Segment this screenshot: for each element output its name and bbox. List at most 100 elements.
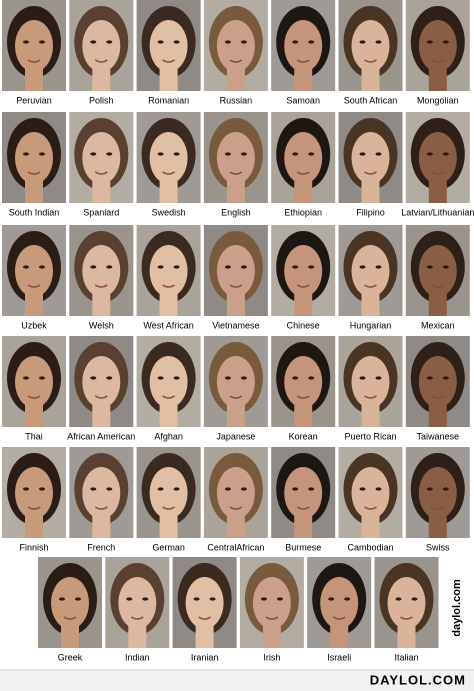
eye [23,40,29,44]
eye [157,376,164,380]
face [82,356,121,408]
mouth [431,395,445,399]
face-card: Japanese [203,336,268,441]
face-card: Ethiopian [271,112,336,217]
nationality-label: Finnish [19,542,48,552]
mouth [162,506,176,510]
neck [361,293,380,316]
face [15,356,53,408]
face-card: Romanian [136,0,201,105]
face-grid: Peruvian Polish Romanian Russian Samoan South… [2,0,474,662]
mouth [94,395,108,399]
eye [344,597,351,601]
nationality-label: Spaniard [83,207,119,217]
face-card: Spaniard [69,112,134,217]
neck [361,180,380,203]
face [351,356,390,408]
nationality-label: Latvian/Lithuanian [401,207,474,217]
eye [157,40,164,44]
eye [442,376,449,380]
mouth [332,616,346,620]
neck [159,404,178,427]
face [418,467,457,519]
mouth [296,171,310,175]
face [320,577,359,629]
nationality-label: West African [143,320,193,330]
eye [308,376,315,380]
neck [361,68,380,91]
neck [92,515,111,538]
eye [106,152,113,156]
neck [25,515,43,538]
mouth [265,616,279,620]
eye [173,152,180,156]
neck [25,180,43,203]
face-card: Mexican [405,225,470,330]
mouth [229,59,243,63]
eye [240,487,247,491]
eye [359,40,366,44]
eye [173,376,180,380]
eye [308,40,315,44]
watermark: daylol.com [451,579,463,637]
eye [426,376,433,380]
eye [375,152,382,156]
eye [426,40,433,44]
mouth [400,616,413,620]
neck [428,293,447,316]
eye [375,376,382,380]
nationality-label: CentralAfrican [207,542,264,552]
face [351,245,390,297]
eye [173,265,180,269]
face-card: Korean [271,336,336,441]
eye [292,265,299,269]
mouth [162,59,176,63]
nationality-label: Cambodian [347,542,393,552]
face-card: French [69,447,134,552]
eye [157,487,164,491]
mouth [229,171,243,175]
face [216,467,255,519]
nationality-label: Greek [58,652,83,662]
eye [276,597,283,601]
nationality-label: Burmese [285,542,321,552]
face [351,20,390,72]
face-card: Uzbek [2,225,66,330]
eye [39,376,45,380]
mouth [94,59,108,63]
face-card: Taiwanese [405,336,470,441]
nationality-label: Uzbek [21,320,47,330]
face-card: Chinese [271,225,336,330]
face-card: Irish [239,557,304,662]
eye [106,265,113,269]
nationality-label: Mexican [421,320,455,330]
eye [442,152,449,156]
eye [106,376,113,380]
neck [159,180,178,203]
mouth [94,171,108,175]
nationality-label: Afghan [154,431,183,441]
eye [375,487,382,491]
face [15,132,53,184]
mouth [431,171,445,175]
nationality-label: Chinese [287,320,320,330]
eye [395,597,402,601]
neck [294,180,313,203]
eye [90,265,97,269]
face-card: Swiss [405,447,470,552]
face-card: Mongolian [405,0,470,105]
footer-logo: DAYLOL.COM [370,672,466,687]
eye [308,265,315,269]
face-card: Afghan [136,336,201,441]
mouth [229,395,243,399]
face [418,356,457,408]
eye [292,376,299,380]
face [149,20,188,72]
face [82,132,121,184]
face-card: Swedish [136,112,201,217]
eye [39,40,45,44]
nationality-label: German [152,542,185,552]
nationality-label: Vietnamese [212,320,259,330]
face [284,356,323,408]
nationality-label: Indian [125,652,150,662]
